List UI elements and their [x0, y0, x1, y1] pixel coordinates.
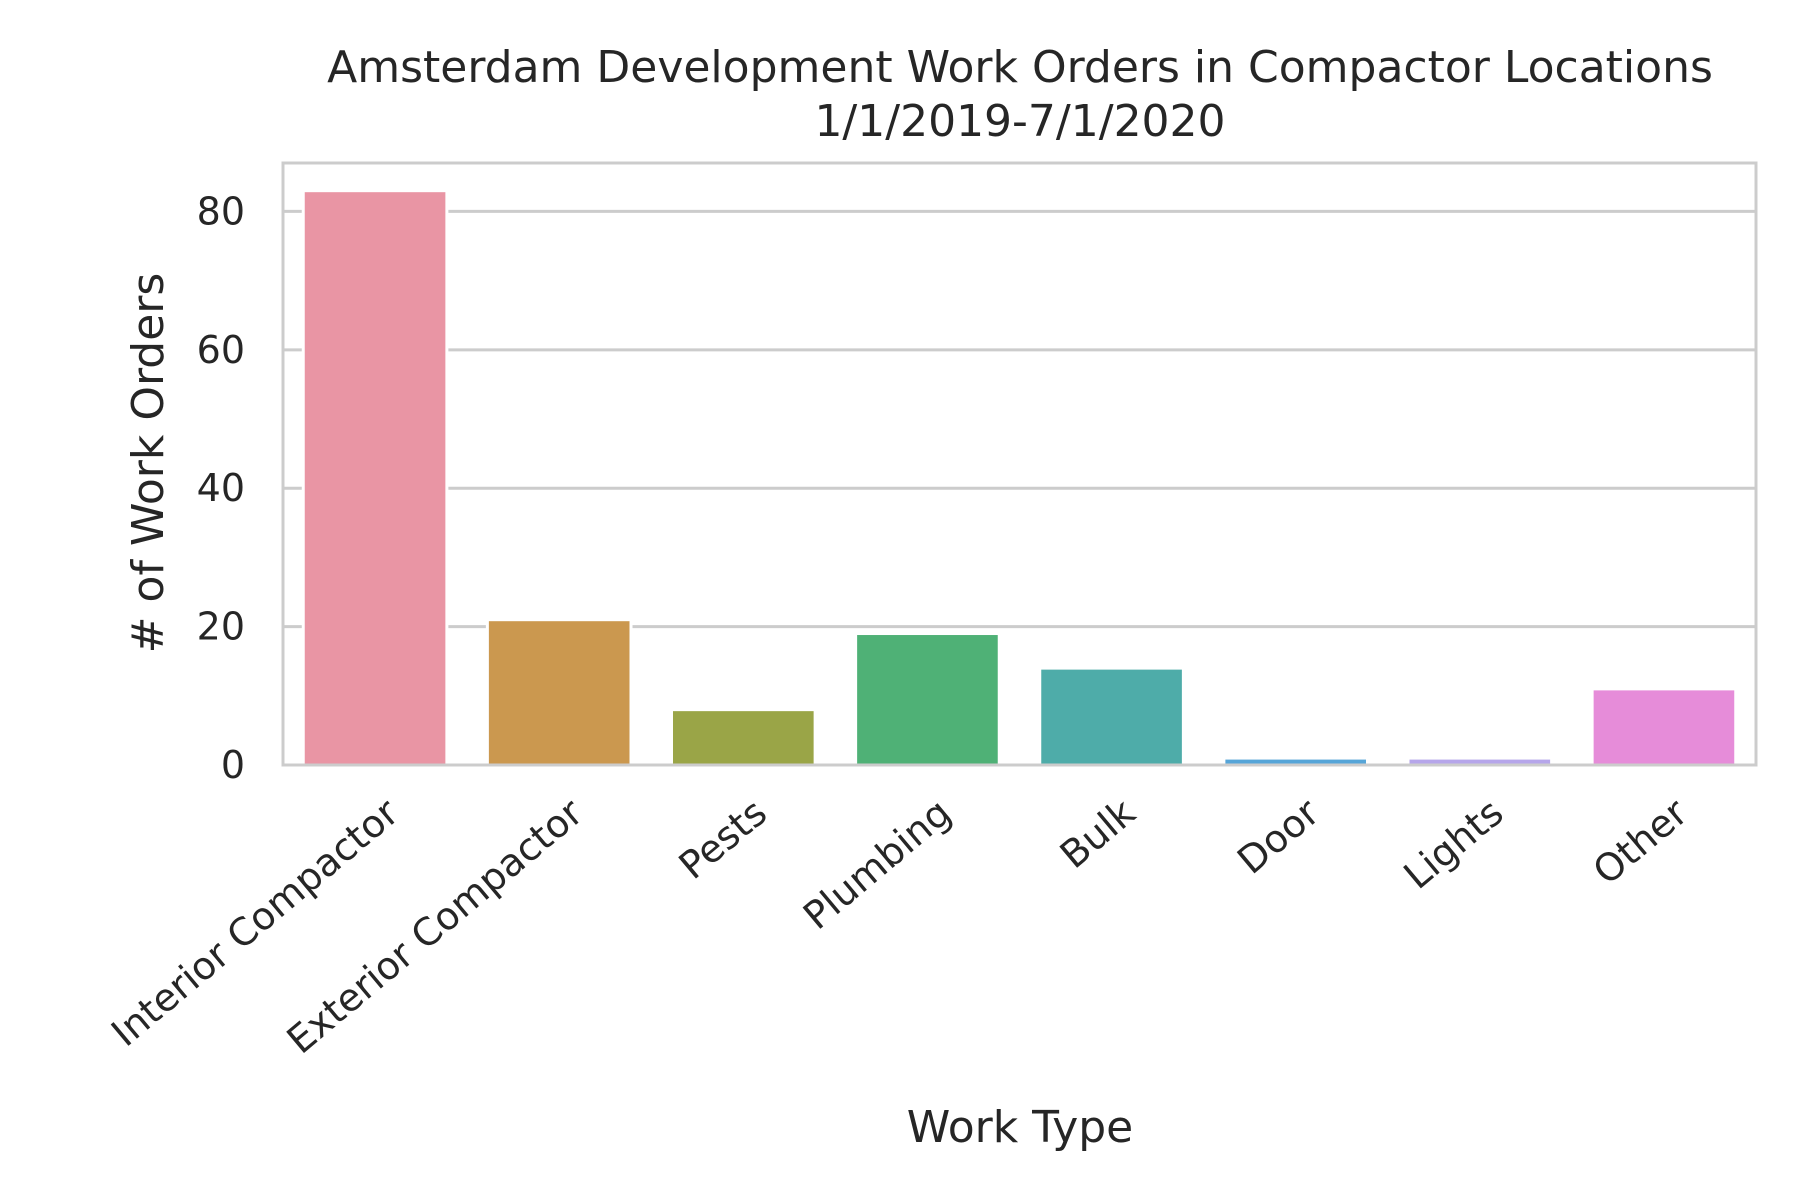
y-tick-label: 0 — [221, 743, 245, 787]
y-axis-ticks: 0 20 40 60 80 — [197, 189, 245, 787]
bar-other — [1590, 687, 1738, 767]
chart-title: Amsterdam Development Work Orders in Com… — [327, 42, 1713, 93]
bar-interior-compactor — [301, 189, 449, 767]
y-axis-label: # of Work Orders — [123, 273, 174, 654]
y-tick-label: 40 — [197, 466, 245, 510]
gridlines — [283, 209, 1756, 629]
y-tick-label: 80 — [197, 189, 245, 233]
bar-bulk — [1038, 666, 1185, 767]
chart-subtitle: 1/1/2019-7/1/2020 — [814, 96, 1225, 147]
bar-exterior-compactor — [485, 618, 633, 767]
bar-plumbing — [854, 632, 1001, 767]
bar-pests — [670, 708, 817, 767]
y-tick-label: 20 — [197, 605, 245, 649]
y-tick-label: 60 — [197, 328, 245, 372]
plot-frame — [281, 161, 1758, 767]
x-axis-label: Work Type — [907, 1102, 1133, 1153]
